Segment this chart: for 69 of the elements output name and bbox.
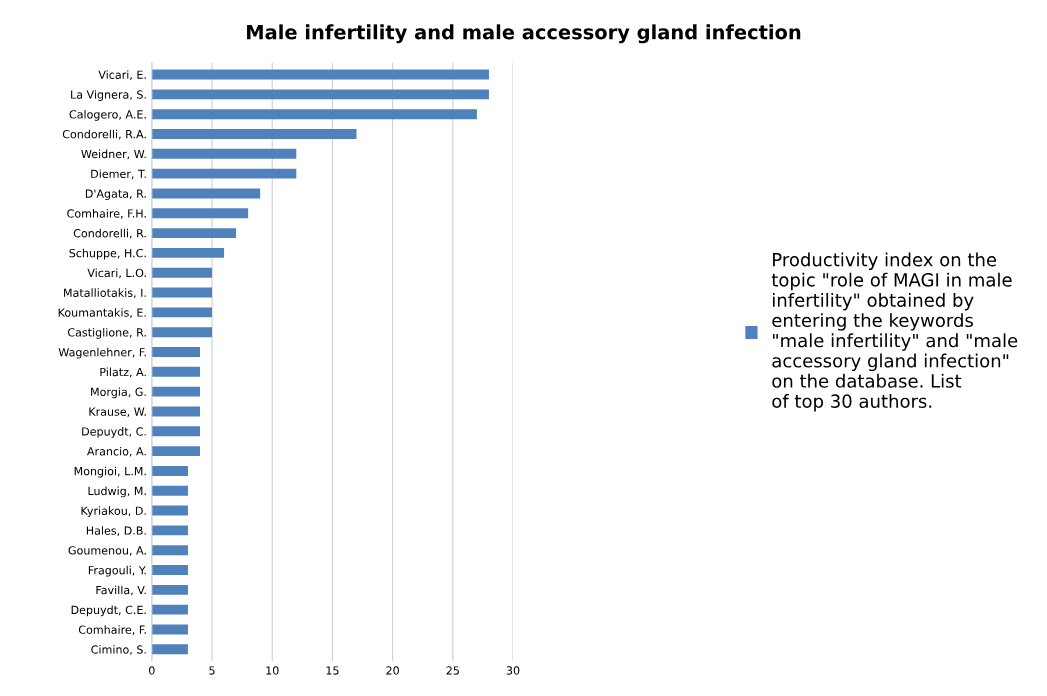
bar (151, 644, 188, 655)
y-tick-label: Ludwig, M. (88, 486, 146, 498)
y-tick-label: Castiglione, R. (67, 327, 146, 339)
y-tick-label: Vicari, L.O. (87, 268, 146, 279)
x-tick-label: 10 (266, 666, 279, 675)
y-tick-label: Vicari, E. (98, 70, 146, 81)
bar (151, 247, 225, 258)
y-tick-label: Schuppe, H.C. (69, 248, 146, 260)
y-tick-label: Koumantakis, E. (58, 308, 146, 318)
bar (151, 386, 200, 397)
chart-title: Male infertility and male accessory gland infection (247, 24, 801, 44)
bar (151, 109, 477, 120)
y-tick-label: Mongioi, L.M. (74, 466, 146, 478)
y-tick-label: Condorelli, R. (73, 228, 146, 239)
bar (151, 168, 297, 179)
x-tick-label: 5 (209, 666, 215, 675)
y-tick-label: Diemer, T. (91, 169, 146, 180)
y-tick-label: Calogero, A.E. (69, 109, 146, 121)
bar (151, 485, 188, 496)
bar (151, 69, 489, 80)
y-tick-label: Favilla, V. (96, 585, 146, 596)
bar (151, 565, 188, 575)
x-tick-label: 30 (506, 666, 520, 675)
y-tick-label: Morgia, G. (91, 387, 146, 399)
bar (151, 307, 213, 318)
y-tick-label: Weidner, W. (81, 149, 146, 160)
y-tick-label: Krause, W. (89, 407, 146, 417)
y-tick-label: Depuydt, C.E. (71, 605, 146, 617)
bar (151, 406, 200, 417)
y-tick-label: Condorelli, R.A. (62, 129, 146, 140)
y-tick-label: Pilatz, A. (100, 367, 146, 378)
bar (151, 366, 200, 377)
bar (151, 446, 200, 457)
x-tick-label: 15 (326, 666, 339, 675)
legend-label: Productivity index on the topic "role of MAGI in male infertility" obtained by entering the keywords "male infertility" and "male accessory gland infection" on the database. List of top 30 authors. (771, 252, 1018, 412)
bar (151, 228, 237, 239)
y-tick-label: Cimino, S. (91, 645, 146, 655)
y-tick-label: Matalliotakis, I. (64, 288, 146, 299)
bar (151, 624, 188, 635)
bar (151, 584, 188, 595)
bar (151, 287, 213, 298)
bar (151, 208, 249, 219)
y-tick-label: Arancio, A. (87, 446, 146, 457)
bar (151, 267, 213, 278)
bar (151, 604, 188, 615)
y-tick-label: La Vignera, S. (71, 90, 146, 101)
bar (151, 347, 200, 357)
bar (151, 465, 188, 476)
x-tick-label: 20 (386, 666, 399, 675)
x-tick-label: 0 (149, 666, 155, 675)
bar (151, 505, 188, 516)
y-tick-label: Goumenou, A. (68, 546, 146, 556)
y-tick-label: Hales, D.B. (86, 526, 146, 536)
bar (151, 148, 297, 159)
y-tick-label: Kyriakou, D. (81, 506, 146, 518)
bar (151, 327, 213, 338)
bar (151, 426, 200, 437)
bar (151, 129, 357, 139)
y-tick-label: D'Agata, R. (85, 189, 146, 200)
bar (151, 545, 188, 556)
y-tick-label: Fragouli, Y. (88, 565, 146, 577)
y-tick-label: Wagenlehner, F. (58, 347, 146, 359)
x-tick-label: 25 (446, 666, 459, 675)
bar (151, 188, 261, 199)
bar (151, 89, 489, 100)
bar (151, 525, 188, 536)
y-tick-label: Depuydt, C. (82, 427, 146, 438)
y-tick-label: Comhaire, F. (78, 625, 146, 635)
y-tick-label: Comhaire, F.H. (67, 209, 146, 219)
